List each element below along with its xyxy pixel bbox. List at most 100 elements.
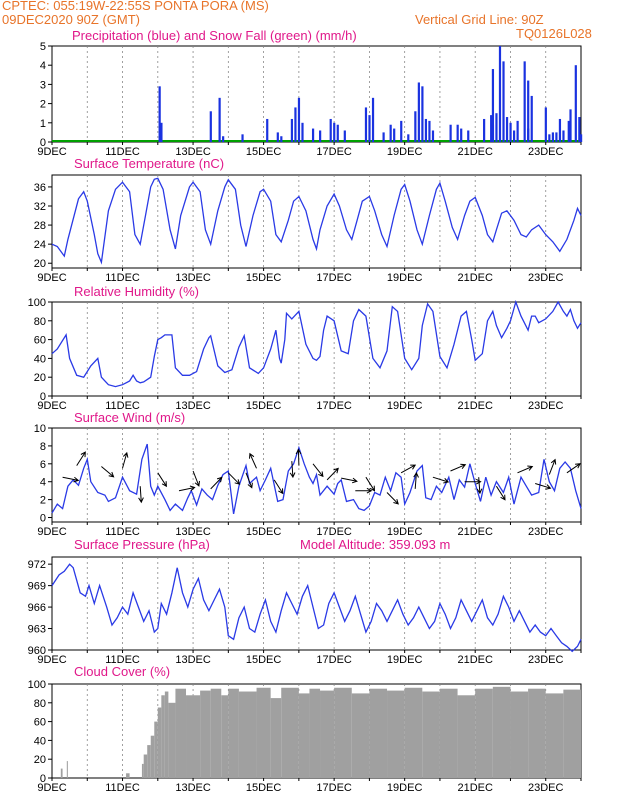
cloud-bar: [164, 691, 169, 778]
precip-bar: [364, 107, 368, 142]
wind-arrow: [122, 451, 129, 469]
pres-ytick-label: 969: [28, 581, 46, 593]
precip-bar: [467, 130, 470, 142]
cloud-bar: [126, 773, 130, 778]
cloud-bar: [175, 688, 187, 778]
run-date: 09DEC2020 90Z (GMT): [2, 12, 140, 27]
temp-xtick-label: 9DEC: [37, 272, 66, 284]
wind-ytick-label: 6: [40, 459, 46, 471]
cloud-bar: [309, 688, 321, 778]
cloud-bar: [154, 721, 158, 778]
rh-xtick-label: 13DEC: [175, 400, 211, 412]
precip-bar: [218, 97, 221, 142]
rh-ytick-label: 100: [28, 297, 46, 309]
precip-bar: [431, 130, 435, 142]
cloud-bar: [528, 688, 546, 778]
cloud-bar: [457, 695, 476, 778]
wind-xtick-label: 17DEC: [316, 526, 352, 538]
precip-bar: [158, 86, 161, 142]
pres-xtick-label: 21DEC: [457, 654, 493, 666]
wind-arrow: [192, 470, 200, 487]
cloud-bar: [298, 693, 310, 778]
temp-line: [51, 177, 582, 265]
temp-ytick-label: 32: [34, 201, 46, 213]
wind-xtick-label: 9DEC: [37, 526, 66, 538]
cloud-bar: [66, 761, 68, 778]
cloud-bar: [186, 695, 201, 778]
precip-xtick-label: 13DEC: [175, 146, 211, 158]
precip-bar: [428, 120, 431, 142]
wind-arrow: [535, 483, 552, 490]
precip-bar: [280, 136, 283, 142]
cloud-bar: [200, 690, 211, 778]
precip-bar: [222, 136, 225, 142]
wind-arrow: [245, 472, 253, 489]
precip-bar: [266, 118, 269, 142]
precip-ytick-label: 1: [40, 118, 46, 130]
cloud-bar: [351, 693, 370, 778]
precip-bar: [400, 120, 403, 142]
cloud-bar: [334, 687, 352, 778]
wind-line: [51, 443, 582, 515]
wind-arrow: [227, 472, 241, 485]
precip-bar: [530, 95, 533, 142]
precip-bar: [512, 130, 516, 142]
rh-ytick-label: 80: [34, 316, 46, 328]
temp-xtick-label: 11DEC: [105, 272, 140, 284]
rh-ytick-label: 0: [40, 391, 46, 403]
rh-xtick-label: 21DEC: [457, 400, 493, 412]
precip-bar: [276, 132, 279, 142]
rh-xtick-label: 17DEC: [316, 400, 352, 412]
precip-bar: [336, 124, 339, 142]
pres-ytick-label: 960: [28, 645, 46, 657]
precip-bar: [498, 46, 502, 142]
precip-bar: [558, 118, 562, 142]
wind-arrow: [138, 486, 144, 504]
precip-bar: [460, 128, 463, 142]
wind-arrow: [178, 485, 196, 492]
precip-bar: [509, 122, 512, 142]
wind-arrow: [413, 471, 419, 489]
wind-ytick-label: 4: [40, 477, 46, 489]
wind-xtick-label: 23DEC: [528, 526, 564, 538]
cloud-bar: [168, 702, 176, 778]
cloud-ytick-label: 100: [28, 679, 46, 691]
precip-bar: [548, 134, 551, 142]
temp-xtick-label: 21DEC: [457, 272, 493, 284]
cloud-bar: [143, 754, 148, 778]
precip-bar: [241, 134, 244, 142]
grid-note: Vertical Grid Line: 90Z: [415, 12, 544, 27]
wind-xtick-label: 19DEC: [387, 526, 423, 538]
cloud-xtick-label: 15DEC: [246, 782, 282, 794]
cloud-bar: [141, 763, 144, 778]
wind-ytick-label: 8: [40, 441, 46, 453]
precip-xtick-label: 23DEC: [528, 146, 564, 158]
temp-xtick-label: 13DEC: [175, 272, 211, 284]
precip-bar: [491, 69, 495, 142]
cloud-bar: [281, 687, 299, 778]
wind-arrow: [273, 479, 284, 495]
cloud-bar: [369, 688, 388, 778]
cloud-bar: [210, 688, 222, 778]
cloud-bar: [256, 687, 271, 778]
wind-arrow: [476, 477, 483, 495]
wind-arrow: [295, 448, 302, 466]
precip-bar: [516, 120, 519, 142]
cloud-xtick-label: 21DEC: [457, 782, 493, 794]
precip-xtick-label: 11DEC: [105, 146, 140, 158]
precip-bar: [456, 124, 459, 142]
precip-bar: [329, 118, 332, 142]
precip-bar: [569, 109, 572, 142]
precip-bar: [502, 61, 505, 142]
pres-ytick-label: 966: [28, 602, 46, 614]
precip-bar: [393, 128, 396, 142]
wind-ytick-label: 2: [40, 495, 46, 507]
precip-xtick-label: 17DEC: [316, 146, 352, 158]
precip-bar: [449, 124, 452, 142]
wind-arrow: [517, 465, 534, 474]
precip-title: Precipitation (blue) and Snow Fall (gree…: [72, 28, 357, 43]
pres-line: [51, 563, 582, 653]
wind-title: Surface Wind (m/s): [74, 410, 186, 425]
wind-arrow: [341, 477, 358, 484]
